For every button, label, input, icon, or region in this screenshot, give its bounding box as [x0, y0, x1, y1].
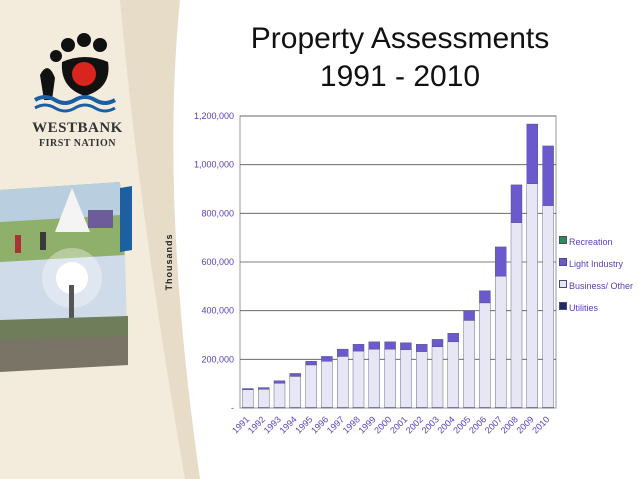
legend-label: Utilities	[569, 303, 599, 313]
bar-segment	[431, 339, 444, 347]
bar-segment	[431, 346, 444, 408]
bar-segment	[479, 302, 491, 408]
bar-segment	[463, 310, 475, 321]
legend-swatch	[559, 258, 567, 266]
left-decorative-panel	[0, 0, 200, 479]
westbank-logo	[33, 33, 117, 113]
bar-segment	[273, 382, 286, 408]
bar-segment	[337, 356, 349, 408]
bar-segment	[400, 349, 412, 408]
bar-segment	[384, 341, 396, 350]
bar-segment	[352, 344, 365, 352]
legend-label: Recreation	[569, 237, 613, 247]
lakeside-photo	[0, 248, 128, 372]
bar-segment	[495, 246, 507, 277]
bar-segment	[495, 275, 507, 408]
bar-segment	[273, 380, 286, 384]
bar-segment	[305, 361, 317, 366]
bar-segment	[258, 387, 270, 390]
chart-subtitle: 1991 - 2010	[319, 60, 481, 93]
bar-segment	[352, 350, 365, 408]
chart-title: Property Assessments	[250, 22, 550, 55]
y-tick-label: 800,000	[201, 208, 234, 218]
bar-segment	[416, 351, 428, 408]
bar-segment	[368, 348, 380, 408]
legend-item: Recreation	[559, 236, 635, 248]
bar-segment	[463, 320, 475, 408]
y-axis-label: Thousands	[164, 233, 174, 290]
bar-segment	[479, 290, 491, 304]
y-tick-label: 1,000,000	[194, 160, 234, 170]
y-tick-label: 200,000	[201, 354, 234, 364]
bar-segment	[542, 145, 554, 206]
bar-segment	[368, 341, 380, 350]
bar-segment	[242, 388, 254, 390]
tipi-photo	[0, 182, 132, 268]
x-tick-label: 2010	[530, 414, 551, 435]
bar-segment	[337, 348, 349, 357]
legend-item: Utilities	[559, 302, 635, 314]
logo-name-line-2: FIRST NATION	[38, 138, 117, 149]
bar-segment	[321, 356, 333, 362]
y-tick-label: -	[231, 403, 234, 413]
bar-segment	[289, 373, 301, 377]
y-tick-label: 1,200,000	[194, 111, 234, 121]
y-tick-label: 600,000	[201, 257, 234, 267]
bar-segment	[416, 344, 428, 352]
bar-segment	[289, 376, 301, 408]
legend-item: Light Industry	[559, 258, 635, 270]
bar-segment	[447, 341, 459, 408]
legend-item: Business/ Other	[559, 280, 635, 292]
legend-label: Light Industry	[569, 259, 624, 269]
bar-segment	[321, 361, 333, 408]
bar-segment	[526, 123, 538, 184]
bar-segment	[447, 333, 459, 343]
bar-segment	[400, 342, 412, 350]
legend-label: Business/ Other	[569, 281, 634, 291]
bar-segment	[384, 348, 396, 408]
bar-segment	[305, 364, 317, 408]
legend-swatch	[559, 280, 567, 288]
logo-name-line-1: WESTBANK	[32, 120, 123, 136]
bar-segment	[542, 205, 554, 408]
legend-swatch	[559, 236, 567, 244]
bar-segment	[510, 184, 523, 223]
bar-segment	[258, 389, 270, 408]
bar-segment	[510, 222, 523, 408]
bar-segment	[242, 389, 254, 408]
legend-swatch	[559, 302, 567, 310]
y-tick-label: 400,000	[201, 306, 234, 316]
bar-segment	[526, 183, 538, 408]
